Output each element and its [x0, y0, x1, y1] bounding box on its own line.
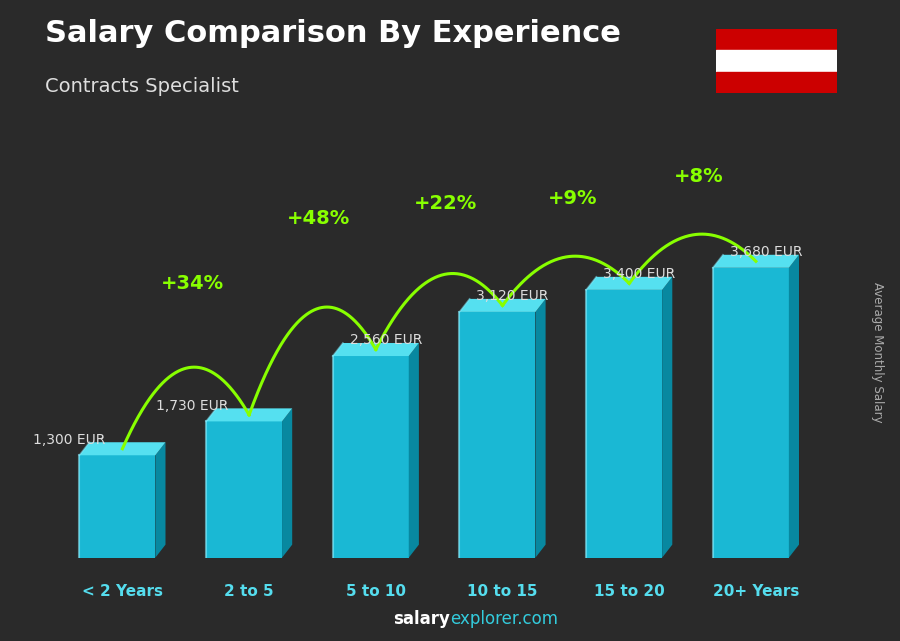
Text: 10 to 15: 10 to 15	[467, 584, 538, 599]
Polygon shape	[713, 268, 789, 558]
Polygon shape	[586, 290, 662, 558]
Text: 2,560 EUR: 2,560 EUR	[350, 333, 422, 347]
Text: salary: salary	[393, 610, 450, 628]
Text: +22%: +22%	[414, 194, 477, 213]
Polygon shape	[333, 343, 418, 356]
Polygon shape	[206, 421, 282, 558]
Polygon shape	[586, 277, 672, 290]
Text: Contracts Specialist: Contracts Specialist	[45, 77, 239, 96]
Polygon shape	[156, 442, 166, 558]
Text: Average Monthly Salary: Average Monthly Salary	[871, 282, 884, 423]
Text: 1,300 EUR: 1,300 EUR	[33, 433, 105, 447]
Polygon shape	[282, 408, 292, 558]
Text: 3,680 EUR: 3,680 EUR	[730, 245, 802, 259]
Polygon shape	[459, 312, 536, 558]
Text: explorer.com: explorer.com	[450, 610, 558, 628]
Bar	[716, 50, 837, 72]
Polygon shape	[536, 299, 545, 558]
Text: 15 to 20: 15 to 20	[594, 584, 664, 599]
Bar	[716, 29, 837, 50]
Text: 3,400 EUR: 3,400 EUR	[603, 267, 676, 281]
Text: +8%: +8%	[674, 167, 724, 186]
Polygon shape	[459, 299, 545, 312]
Text: 1,730 EUR: 1,730 EUR	[156, 399, 229, 413]
Polygon shape	[79, 455, 156, 558]
Text: +9%: +9%	[547, 189, 597, 208]
Polygon shape	[206, 408, 292, 421]
Bar	[716, 72, 837, 93]
Text: 2 to 5: 2 to 5	[224, 584, 274, 599]
Polygon shape	[713, 254, 799, 268]
Polygon shape	[409, 343, 419, 558]
Text: Salary Comparison By Experience: Salary Comparison By Experience	[45, 19, 621, 48]
Text: 3,120 EUR: 3,120 EUR	[476, 289, 549, 303]
Polygon shape	[333, 356, 409, 558]
Polygon shape	[789, 254, 799, 558]
Text: 5 to 10: 5 to 10	[346, 584, 406, 599]
Text: +48%: +48%	[287, 209, 350, 228]
Text: < 2 Years: < 2 Years	[82, 584, 163, 599]
Text: 20+ Years: 20+ Years	[713, 584, 799, 599]
Polygon shape	[662, 277, 672, 558]
Polygon shape	[79, 442, 166, 455]
Text: +34%: +34%	[160, 274, 224, 293]
